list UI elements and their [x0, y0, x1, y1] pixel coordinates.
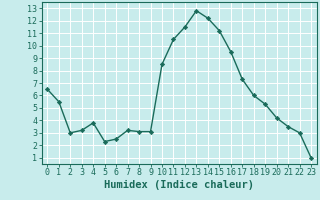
X-axis label: Humidex (Indice chaleur): Humidex (Indice chaleur) [104, 180, 254, 190]
